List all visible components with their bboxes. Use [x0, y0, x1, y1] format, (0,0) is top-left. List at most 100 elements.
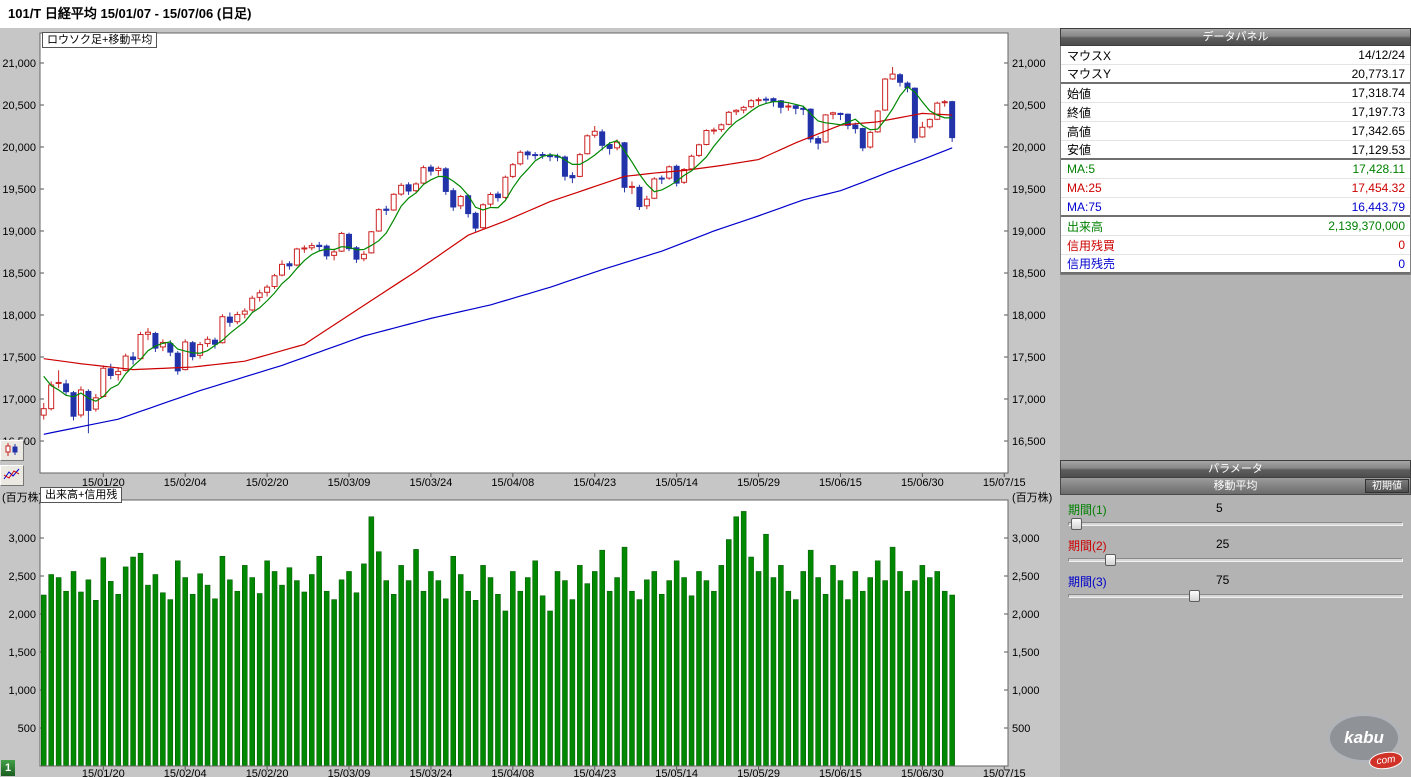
data-panel-row: 終値 17,197.73: [1061, 103, 1410, 122]
slider-track[interactable]: [1068, 522, 1403, 526]
parameter-value[interactable]: 75: [1216, 573, 1230, 587]
svg-text:15/07/15: 15/07/15: [983, 768, 1026, 777]
svg-text:20,500: 20,500: [1012, 100, 1046, 112]
data-panel-row-value: 17,318.74: [1351, 86, 1405, 100]
price-chart-label: ロウソク足+移動平均: [42, 32, 158, 48]
svg-text:19,000: 19,000: [2, 226, 36, 238]
svg-text:15/02/20: 15/02/20: [246, 477, 289, 489]
line-chart-icon: [3, 468, 21, 485]
svg-text:2,500: 2,500: [8, 571, 36, 583]
volume-unit-label-right: (百万株): [1012, 492, 1053, 504]
slider-track[interactable]: [1068, 558, 1403, 562]
svg-text:15/01/20: 15/01/20: [82, 477, 125, 489]
parameter-row: 期間(2) 25: [1068, 537, 1403, 567]
candlestick-tool-button[interactable]: [0, 440, 24, 461]
data-panel-row-value: 2,139,370,000: [1328, 219, 1405, 233]
svg-text:20,000: 20,000: [1012, 142, 1046, 154]
svg-text:15/02/20: 15/02/20: [246, 768, 289, 777]
page-number-badge[interactable]: 1: [1, 760, 15, 776]
plot-borders: [39, 32, 1009, 767]
svg-text:15/07/15: 15/07/15: [983, 477, 1026, 489]
data-panel-row: MA:5 17,428.11: [1061, 160, 1410, 179]
data-panel-row: 信用残売 0: [1061, 255, 1410, 274]
svg-text:15/06/15: 15/06/15: [819, 477, 862, 489]
data-panel-row-label: 終値: [1067, 105, 1092, 120]
svg-text:17,000: 17,000: [2, 394, 36, 406]
data-panel-row: 安値 17,129.53: [1061, 141, 1410, 160]
svg-text:15/05/29: 15/05/29: [737, 477, 780, 489]
svg-text:18,000: 18,000: [2, 310, 36, 322]
svg-text:15/05/29: 15/05/29: [737, 768, 780, 777]
kabu-com-logo: kabu com: [1327, 713, 1405, 772]
slider-thumb[interactable]: [1188, 590, 1200, 602]
svg-text:15/04/23: 15/04/23: [573, 477, 616, 489]
parameter-label: 期間(2): [1068, 539, 1107, 553]
svg-text:2,500: 2,500: [1012, 571, 1040, 583]
data-panel-row-value: 20,773.17: [1351, 66, 1405, 81]
svg-text:15/06/30: 15/06/30: [901, 768, 944, 777]
data-panel-row-value: 17,454.32: [1351, 181, 1405, 195]
svg-text:15/05/14: 15/05/14: [655, 477, 698, 489]
side-panel: データパネル マウスX 14/12/24 マウスY 20,773.17 始値 17,318…: [1060, 28, 1411, 777]
data-panel-row: 始値 17,318.74: [1061, 84, 1410, 103]
svg-text:15/03/24: 15/03/24: [410, 768, 453, 777]
data-panel-row-value: 17,342.65: [1351, 124, 1405, 138]
parameter-value[interactable]: 25: [1216, 537, 1230, 551]
chart-region: 21,000 21,000 20,500 20,500 20,000 20,000 19,5…: [0, 28, 1058, 777]
data-panel-row: 信用残買 0: [1061, 236, 1410, 255]
data-panel-row-label: 安値: [1067, 143, 1092, 157]
data-panel-row-value: 0: [1398, 238, 1405, 252]
period-slider[interactable]: [1068, 554, 1403, 567]
svg-text:18,500: 18,500: [1012, 268, 1046, 280]
svg-text:15/04/08: 15/04/08: [491, 768, 534, 777]
parameter-value[interactable]: 5: [1216, 501, 1223, 515]
data-panel-row-label: MA:75: [1067, 199, 1102, 214]
data-panel-row-label: 高値: [1067, 124, 1092, 139]
data-panel-row-label: MA:25: [1067, 181, 1102, 195]
svg-text:19,500: 19,500: [1012, 184, 1046, 196]
svg-text:3,000: 3,000: [1012, 533, 1040, 545]
parameter-label: 期間(1): [1068, 503, 1107, 517]
data-panel-header: データパネル: [1060, 28, 1411, 46]
slider-thumb[interactable]: [1104, 554, 1116, 566]
data-panel-row-value: 16,443.79: [1351, 199, 1405, 214]
svg-text:2,000: 2,000: [8, 609, 36, 621]
svg-text:17,500: 17,500: [1012, 352, 1046, 364]
svg-text:20,500: 20,500: [2, 100, 36, 112]
data-panel-row-value: 14/12/24: [1358, 48, 1405, 62]
data-panel-row: 出来高 2,139,370,000: [1061, 217, 1410, 236]
data-panel-row-label: 信用残売: [1067, 257, 1116, 271]
candlesticks: [40, 67, 956, 434]
slider-track[interactable]: [1068, 594, 1403, 598]
period-slider[interactable]: [1068, 518, 1403, 531]
parameter-row: 期間(3) 75: [1068, 573, 1403, 603]
line-chart-tool-button[interactable]: [0, 465, 24, 486]
data-panel-row: マウスX 14/12/24: [1061, 46, 1410, 65]
svg-text:1,500: 1,500: [1012, 647, 1040, 659]
axis-labels: 21,000 21,000 20,500 20,500 20,000 20,000 19,5…: [2, 58, 1045, 777]
data-panel-row: MA:25 17,454.32: [1061, 179, 1410, 198]
parameter-row: 期間(1) 5: [1068, 501, 1403, 531]
price-volume-chart[interactable]: 21,000 21,000 20,500 20,500 20,000 20,000 19,5…: [0, 28, 1058, 777]
period-slider[interactable]: [1068, 590, 1403, 603]
svg-text:21,000: 21,000: [2, 58, 36, 70]
candlestick-icon: [3, 443, 21, 460]
svg-text:3,000: 3,000: [8, 533, 36, 545]
data-panel-row-value: 0: [1398, 256, 1405, 271]
parameters-panel: パラメータ 移動平均 初期値 期間(1) 5 期間(2) 25 期間(3) 75: [1060, 460, 1411, 609]
data-panel-rows: マウスX 14/12/24 マウスY 20,773.17 始値 17,318.74 終値 17…: [1060, 46, 1411, 275]
slider-thumb[interactable]: [1071, 518, 1083, 530]
indicator-name: 移動平均: [1213, 480, 1258, 492]
svg-text:500: 500: [18, 723, 36, 735]
data-panel-row-value: 17,428.11: [1352, 162, 1406, 176]
svg-text:18,000: 18,000: [1012, 310, 1046, 322]
parameters-header: パラメータ: [1060, 460, 1411, 478]
reset-defaults-button[interactable]: 初期値: [1365, 479, 1409, 493]
data-panel-row: 高値 17,342.65: [1061, 122, 1410, 141]
data-panel-row-value: 17,129.53: [1351, 142, 1405, 157]
window-title: 101/T 日経平均 15/01/07 - 15/07/06 (日足): [0, 0, 1411, 28]
svg-text:20,000: 20,000: [2, 142, 36, 154]
svg-text:500: 500: [1012, 723, 1030, 735]
svg-text:1,000: 1,000: [1012, 685, 1040, 697]
data-panel-row-label: MA:5: [1067, 162, 1096, 176]
